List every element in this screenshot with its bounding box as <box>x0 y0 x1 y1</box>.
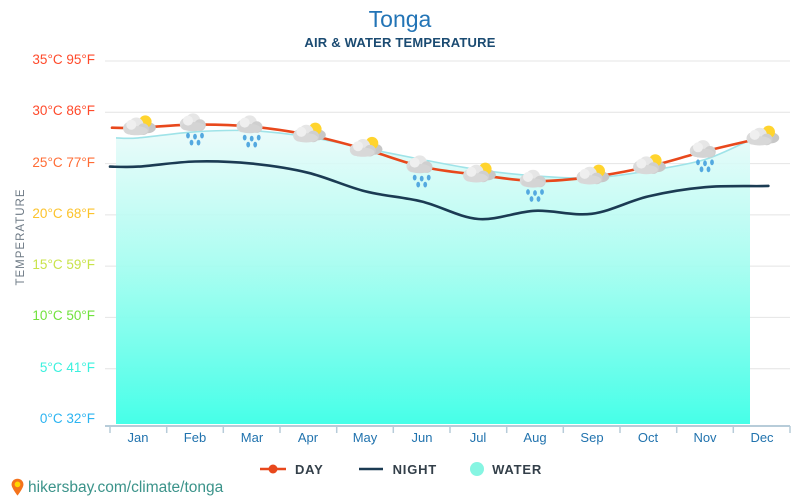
y-tick-30: 30°C 86°F <box>32 103 95 118</box>
weather-icon-nov-rain <box>689 140 716 173</box>
legend-water-label: WATER <box>492 461 543 477</box>
legend-day-label: DAY <box>294 461 324 477</box>
footer: hikersbay.com/climate/tonga <box>10 478 223 497</box>
chart-subtitle: AIR & WATER TEMPERATURE <box>304 35 496 50</box>
day-line-icon <box>259 464 286 474</box>
weather-icon-oct-partly-cloudy <box>633 154 666 175</box>
legend-item-day: DAY <box>258 462 324 477</box>
weather-icon-jul-partly-cloudy <box>463 162 496 183</box>
y-tick-10: 10°C 50°F <box>32 308 95 323</box>
weather-icon-apr-partly-cloudy <box>293 122 326 143</box>
weather-icon-mar-rain <box>236 115 263 148</box>
month-label-jul: Jul <box>469 430 487 445</box>
legend-night-label: NIGHT <box>392 461 438 477</box>
weather-icon-aug-rain <box>519 169 546 202</box>
weather-icon-jan-partly-cloudy <box>123 115 156 136</box>
month-label-nov: Nov <box>693 430 717 445</box>
y-tick-35: 35°C 95°F <box>32 52 95 67</box>
month-label-aug: Aug <box>523 430 547 445</box>
chart-legend: DAY NIGHT WATER <box>0 461 800 477</box>
y-tick-5: 5°C 41°F <box>39 360 95 375</box>
month-label-sep: Sep <box>580 430 604 445</box>
weather-icon-feb-rain <box>179 113 206 146</box>
legend-item-water: WATER <box>469 461 542 477</box>
weather-icon-dec-partly-cloudy <box>746 125 780 146</box>
night-line-icon <box>358 467 383 471</box>
weather-icon-may-partly-cloudy <box>349 136 383 157</box>
water-dot-icon <box>470 462 485 476</box>
month-label-mar: Mar <box>240 430 264 445</box>
y-tick-20: 20°C 68°F <box>32 206 95 221</box>
legend-item-night: NIGHT <box>356 462 437 477</box>
y-axis-title: TEMPERATURE <box>15 188 27 286</box>
page-title: Tonga <box>368 6 432 32</box>
y-tick-0: 0°C 32°F <box>39 411 95 426</box>
month-label-dec: Dec <box>750 430 774 445</box>
month-label-jan: Jan <box>127 430 149 445</box>
x-axis <box>105 425 791 433</box>
month-label-jun: Jun <box>411 430 433 445</box>
weather-icon-sep-partly-cloudy <box>576 164 610 185</box>
month-label-feb: Feb <box>183 430 207 445</box>
map-pin-icon <box>11 478 24 496</box>
temperature-chart <box>105 60 791 433</box>
month-label-apr: Apr <box>297 430 319 445</box>
y-tick-25: 25°C 77°F <box>32 155 95 170</box>
month-label-may: May <box>352 430 378 445</box>
footer-url: hikersbay.com/climate/tonga <box>28 478 224 496</box>
night-temperature-line <box>108 160 770 221</box>
weather-icon-jun-rain <box>406 155 433 188</box>
y-tick-15: 15°C 59°F <box>32 257 95 272</box>
month-label-oct: Oct <box>637 430 659 445</box>
water-area <box>116 130 750 424</box>
